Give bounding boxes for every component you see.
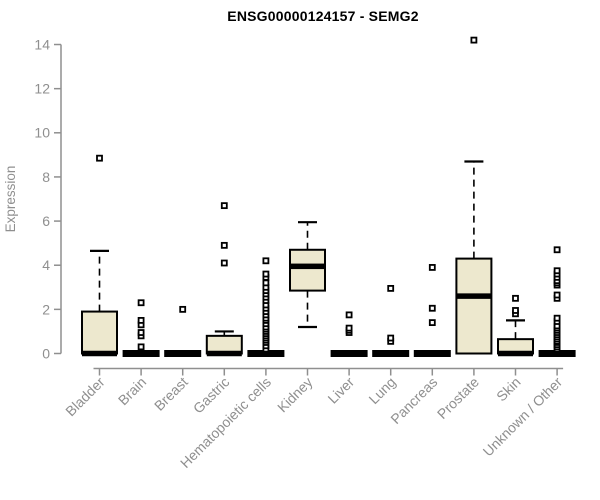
y-tick-label: 12 <box>34 81 50 97</box>
iqr-box <box>455 257 493 355</box>
outlier-point <box>137 299 145 307</box>
boxplot-unknown-other <box>538 246 576 357</box>
y-tick-label: 0 <box>42 345 50 361</box>
boxplot-skin <box>497 294 534 357</box>
outlier-point <box>387 284 395 292</box>
median-line <box>498 350 533 357</box>
y-tick-label: 4 <box>42 257 50 273</box>
iqr-box <box>81 310 118 355</box>
boxplot-lung <box>372 284 410 357</box>
x-tick-label: Breast <box>151 374 191 414</box>
outlier-point <box>512 294 519 302</box>
x-tick-label: Kidney <box>274 374 316 416</box>
boxplot-breast <box>164 305 202 357</box>
outlier-point <box>553 246 561 254</box>
median-line <box>206 350 242 357</box>
boxplot-hematopoietic-cells <box>247 257 285 357</box>
boxplot-prostate <box>455 36 493 355</box>
boxplot-kidney <box>289 221 326 329</box>
x-tick-label: Prostate <box>434 374 482 422</box>
outlier-point <box>470 36 478 44</box>
chart-title: ENSG00000124157 - SEMG2 <box>227 8 419 24</box>
outlier-point <box>220 202 228 210</box>
collapsed-box <box>122 350 160 357</box>
boxplot-bladder <box>81 154 118 357</box>
outlier-point <box>220 241 228 249</box>
outlier-point <box>262 257 270 265</box>
median-line <box>82 350 117 357</box>
boxplot-liver <box>330 311 368 357</box>
y-tick-label: 10 <box>34 125 50 141</box>
outlier-point <box>428 264 436 271</box>
outlier-point <box>262 279 270 287</box>
collapsed-box <box>247 350 285 357</box>
boxplot-pancreas <box>413 264 451 357</box>
outlier-point <box>345 311 353 319</box>
outlier-point <box>553 267 561 275</box>
x-tick-label: Skin <box>493 374 524 405</box>
outlier-point <box>137 343 145 351</box>
x-tick-label: Bladder <box>62 374 108 420</box>
x-tick-label: Brain <box>115 374 149 408</box>
collapsed-box <box>330 350 368 357</box>
collapsed-box <box>164 350 202 357</box>
outlier-point <box>387 334 395 342</box>
y-axis: 0 2 4 6 8 10 12 14 Expression <box>3 36 62 361</box>
y-tick-label: 8 <box>42 169 50 185</box>
boxplot-gastric <box>205 202 243 357</box>
collapsed-box <box>413 350 451 357</box>
outlier-point <box>137 316 145 324</box>
outlier-point <box>428 319 436 327</box>
outlier-point <box>345 324 353 332</box>
outlier-point <box>262 270 270 278</box>
outlier-point <box>137 329 145 336</box>
outlier-point <box>179 305 187 313</box>
y-axis-label: Expression <box>3 166 18 233</box>
boxplot-brain <box>122 299 160 357</box>
collapsed-box <box>372 350 410 357</box>
outlier-point <box>553 314 561 322</box>
x-tick-label: Lung <box>365 374 398 407</box>
outlier-point <box>428 304 436 312</box>
outlier-point <box>220 259 228 267</box>
median-line <box>456 293 492 299</box>
median-line <box>290 263 325 270</box>
collapsed-box <box>538 350 576 357</box>
outlier-point <box>96 154 103 162</box>
iqr-box <box>289 248 326 292</box>
y-tick-label: 2 <box>42 301 50 317</box>
y-tick-label: 14 <box>34 36 50 52</box>
x-tick-label: Unknown / Other <box>480 374 566 460</box>
x-tick-label: Liver <box>324 374 357 407</box>
outlier-point <box>512 307 519 314</box>
y-tick-label: 6 <box>42 213 50 229</box>
outlier-point <box>553 291 561 299</box>
